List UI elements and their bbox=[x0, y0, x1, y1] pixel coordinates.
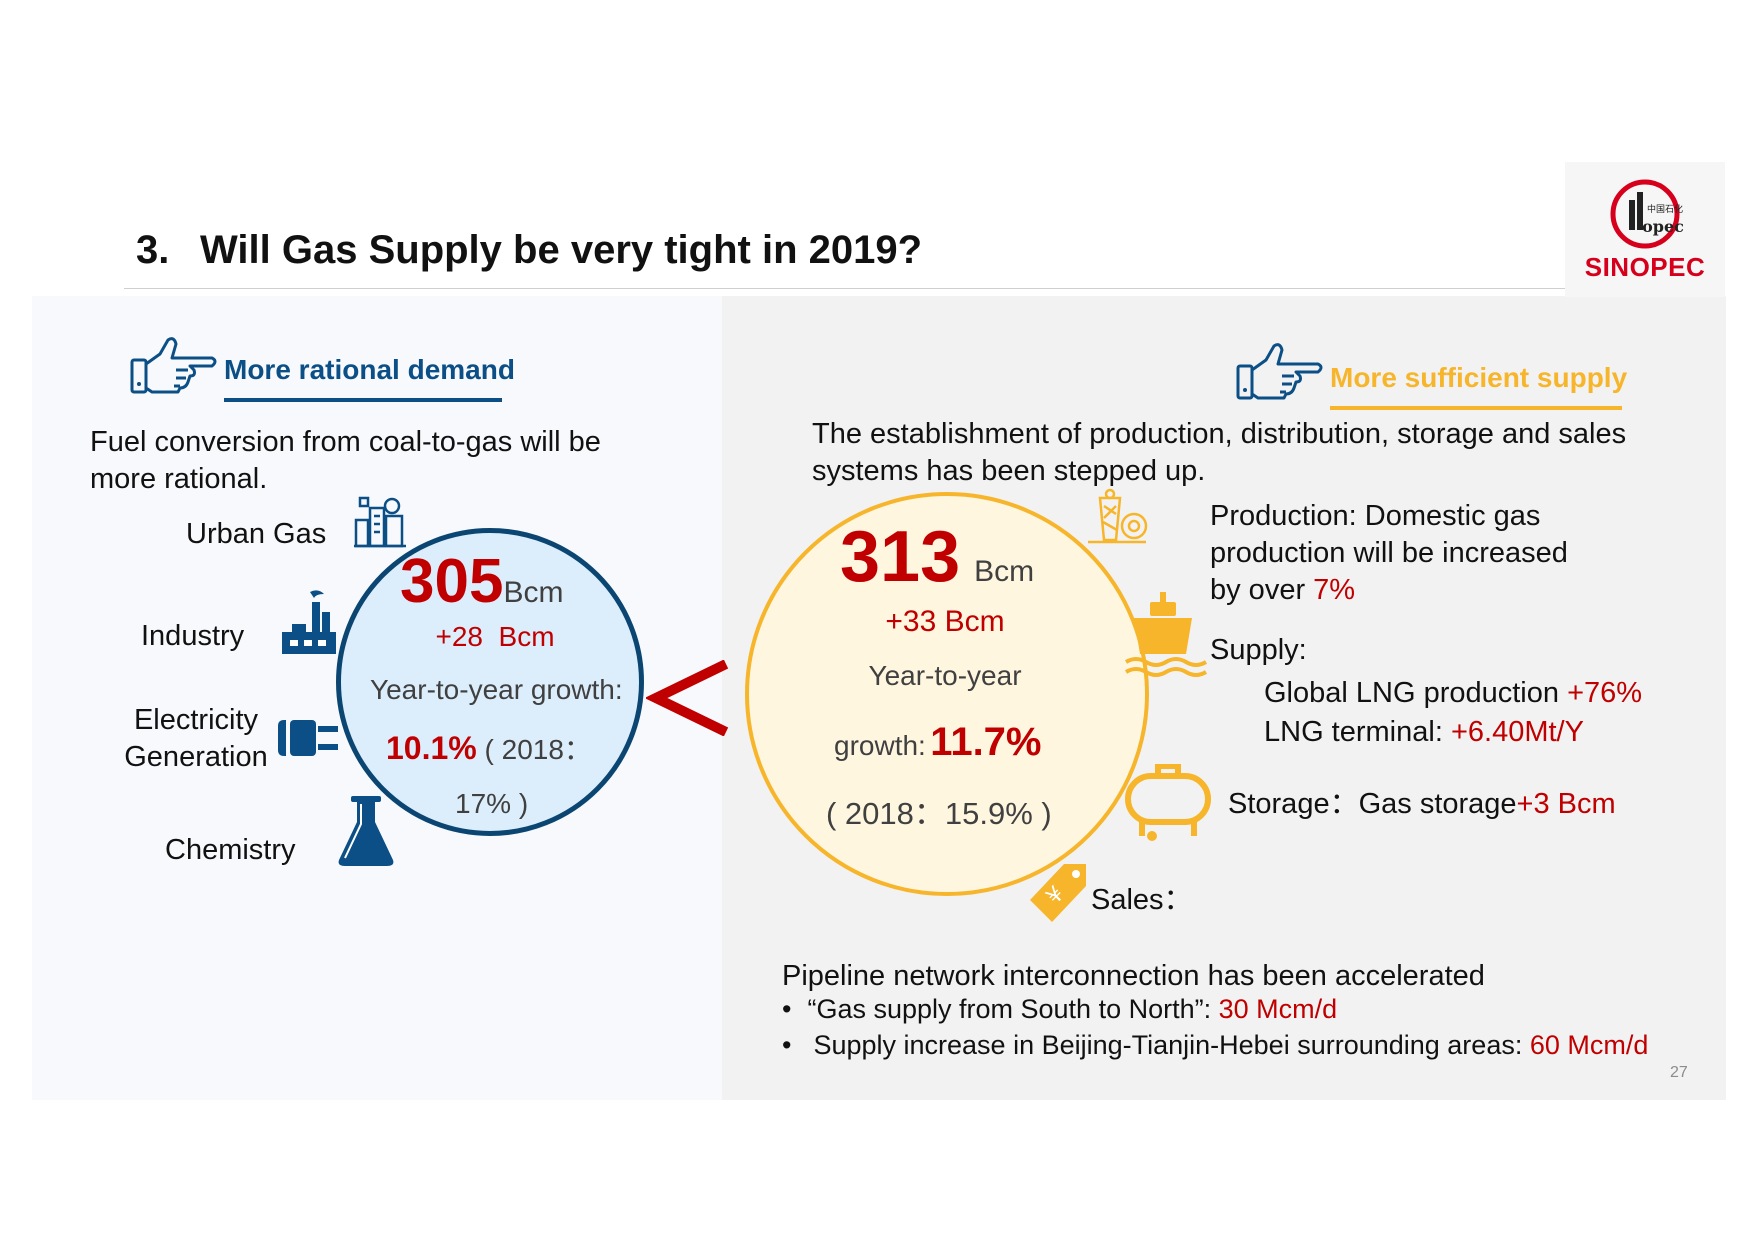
hand-pointing-icon bbox=[130, 337, 217, 394]
hand-pointing-icon bbox=[1236, 343, 1323, 400]
logo-wordmark: SINOPEC bbox=[1584, 252, 1706, 282]
title-divider bbox=[124, 288, 1632, 289]
sinopec-logo: 中国石化 opec bbox=[1565, 162, 1725, 297]
sector-chemistry: Chemistry bbox=[165, 834, 296, 866]
page-number: 27 bbox=[1670, 1064, 1688, 1081]
supply-heading-underline bbox=[1330, 406, 1622, 410]
pipeline-bullet-1: • “Gas supply from South to North”: 30 Mc… bbox=[782, 994, 1338, 1024]
supply-increase: +33 Bcm bbox=[885, 605, 1005, 638]
supply-growth-label: Year-to-year bbox=[868, 660, 1022, 691]
demand-total: 305Bcm bbox=[400, 547, 564, 616]
sinopec-emblem-icon: 中国石化 opec bbox=[1610, 179, 1684, 249]
city-buildings-icon bbox=[354, 496, 406, 548]
demand-circle bbox=[336, 528, 644, 836]
supply-growth: growth: 11.7% bbox=[834, 720, 1042, 764]
supply-intro: The establishment of production, distrib… bbox=[812, 418, 1627, 487]
svg-text:opec: opec bbox=[1642, 217, 1684, 236]
supply-growth-2018: ( 2018：15.9% ) bbox=[826, 796, 1052, 831]
svg-text:中国石化: 中国石化 bbox=[1647, 203, 1683, 215]
flask-icon bbox=[338, 796, 394, 866]
demand-heading: More rational demand bbox=[224, 354, 515, 385]
demand-growth: 10.1% ( 2018： bbox=[386, 730, 592, 766]
sector-industry: Industry bbox=[141, 620, 245, 652]
storage-text: Storage：Gas storage+3 Bcm bbox=[1228, 788, 1616, 820]
pipeline-heading: Pipeline network interconnection has bee… bbox=[782, 960, 1485, 992]
supply-label: Supply: bbox=[1210, 634, 1307, 666]
production-text: Production: Domestic gas production will… bbox=[1210, 500, 1568, 606]
sector-urban-gas: Urban Gas bbox=[186, 518, 327, 550]
supply-circle bbox=[745, 492, 1149, 896]
supply-details: Global LNG production +76% LNG terminal:… bbox=[1264, 677, 1643, 748]
demand-growth-2018: 17% ) bbox=[455, 788, 529, 819]
power-plug-icon bbox=[278, 720, 338, 756]
sector-electricity: Electricity Generation bbox=[124, 704, 268, 773]
demand-intro: Fuel conversion from coal-to-gas will be… bbox=[90, 426, 601, 495]
supply-total: 313 Bcm bbox=[840, 517, 1035, 597]
demand-increase: +28 Bcm bbox=[435, 621, 555, 652]
slide-title: 3. Will Gas Supply be very tight in 2019? bbox=[136, 228, 923, 272]
supply-heading: More sufficient supply bbox=[1330, 362, 1628, 393]
storage-tank-icon bbox=[1125, 764, 1211, 841]
price-tag-icon: ¥ bbox=[1030, 864, 1086, 922]
factory-icon bbox=[282, 590, 336, 654]
demand-growth-label: Year-to-year growth: bbox=[370, 674, 623, 705]
demand-heading-underline bbox=[224, 398, 502, 402]
less-than-comparison bbox=[646, 660, 729, 736]
ship-icon bbox=[1124, 592, 1208, 677]
pipeline-bullet-2: • Supply increase in Beijing-Tianjin-Hebe… bbox=[782, 1030, 1649, 1060]
sales-text: Sales： bbox=[1091, 884, 1193, 916]
oil-derrick-icon bbox=[1088, 488, 1148, 544]
